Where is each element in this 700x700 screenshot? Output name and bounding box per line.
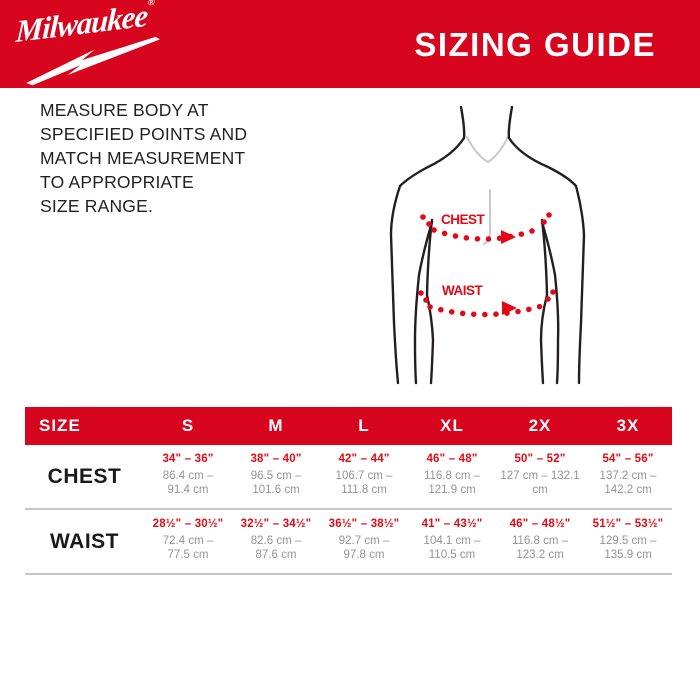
cm-value: 72.4 cm – 77.5 cm [162,535,214,561]
chest-cell-2x: 50" – 52" 127 cm – 132.1 cm [496,453,584,497]
inches-value: 32½" – 34½" [240,518,312,530]
cm-value: 116.8 cm – 123.2 cm [511,535,569,561]
col-header-2x: 2X [528,416,552,435]
table-header-row: SIZE S M L XL 2X 3X [25,407,672,445]
chest-row: CHEST 34" – 36" 86.4 cm – 91.4 cm 38" – … [25,445,672,510]
waist-cell-s: 28½" – 30½" 72.4 cm – 77.5 cm [144,518,232,562]
inches-value: 36½" – 38½" [328,518,400,530]
col-header-l: L [358,416,370,435]
chest-cell-3x: 54" – 56" 137.2 cm – 142.2 cm [584,453,672,497]
inches-value: 41" – 43½" [421,518,483,530]
waist-row: WAIST 28½" – 30½" 72.4 cm – 77.5 cm 32½"… [25,510,672,575]
inches-value: 51½" – 53½" [592,518,664,530]
body-figure: CHEST WAIST [389,105,586,385]
milwaukee-logo: Milwaukee® [14,0,183,93]
chest-row-label: CHEST [47,465,122,488]
cm-value: 116.8 cm – 121.9 cm [423,470,481,496]
waist-measurement-label: WAIST [442,283,484,298]
cm-value: 106.7 cm – 111.8 cm [335,470,393,496]
cm-value: 137.2 cm – 142.2 cm [599,470,657,496]
size-table: SIZE S M L XL 2X 3X CHEST 34" – 36" 86.4… [25,407,672,575]
cm-value: 129.5 cm – 135.9 cm [599,535,657,561]
top-banner: Milwaukee® SIZING GUIDE [0,0,700,88]
inches-value: 54" – 56" [602,453,654,465]
col-header-s: S [181,416,195,435]
col-header-xl: XL [440,416,464,435]
waist-row-label: WAIST [50,530,119,553]
col-header-3x: 3X [616,416,640,435]
waist-cell-3x: 51½" – 53½" 129.5 cm – 135.9 cm [584,518,672,562]
chest-arrow-icon [501,230,516,244]
chest-dotted-line [431,225,543,242]
cm-value: 104.1 cm – 110.5 cm [423,535,481,561]
inches-value: 28½" – 30½" [152,518,224,530]
cm-value: 82.6 cm – 87.6 cm [250,535,302,561]
cm-value: 86.4 cm – 91.4 cm [162,470,214,496]
cm-value: 127 cm – 132.1 cm [500,470,580,496]
col-header-m: M [268,416,284,435]
cm-value: 96.5 cm – 101.6 cm [250,470,302,496]
chest-cell-l: 42" – 44" 106.7 cm – 111.8 cm [320,453,408,497]
size-header-cell: SIZE [39,416,81,435]
inches-value: 42" – 44" [338,453,390,465]
inches-value: 46" – 48½" [509,518,571,530]
figure-outline [389,105,586,385]
lightning-bolt-icon [26,36,160,86]
waist-cell-2x: 46" – 48½" 116.8 cm – 123.2 cm [496,518,584,562]
waist-cell-xl: 41" – 43½" 104.1 cm – 110.5 cm [408,518,496,562]
chest-measurement: CHEST [420,212,552,244]
cm-value: 92.7 cm – 97.8 cm [338,535,390,561]
chest-measurement-label: CHEST [441,212,486,227]
waist-dotted-line [427,302,548,318]
waist-cell-l: 36½" – 38½" 92.7 cm – 97.8 cm [320,518,408,562]
chest-cell-xl: 46" – 48" 116.8 cm – 121.9 cm [408,453,496,497]
chest-cell-s: 34" – 36" 86.4 cm – 91.4 cm [144,453,232,497]
inches-value: 50" – 52" [514,453,566,465]
waist-arrow-icon [502,301,517,315]
inches-value: 34" – 36" [162,453,214,465]
sizing-guide-title: SIZING GUIDE [414,26,656,63]
inches-value: 46" – 48" [426,453,478,465]
registered-mark: ® [147,0,154,8]
figure-detail-lines [466,136,509,245]
waist-cell-m: 32½" – 34½" 82.6 cm – 87.6 cm [232,518,320,562]
inches-value: 38" – 40" [250,453,302,465]
waist-measurement: WAIST [418,283,556,318]
intro-text: MEASURE BODY AT SPECIFIED POINTS AND MAT… [40,100,248,216]
chest-cell-m: 38" – 40" 96.5 cm – 101.6 cm [232,453,320,497]
